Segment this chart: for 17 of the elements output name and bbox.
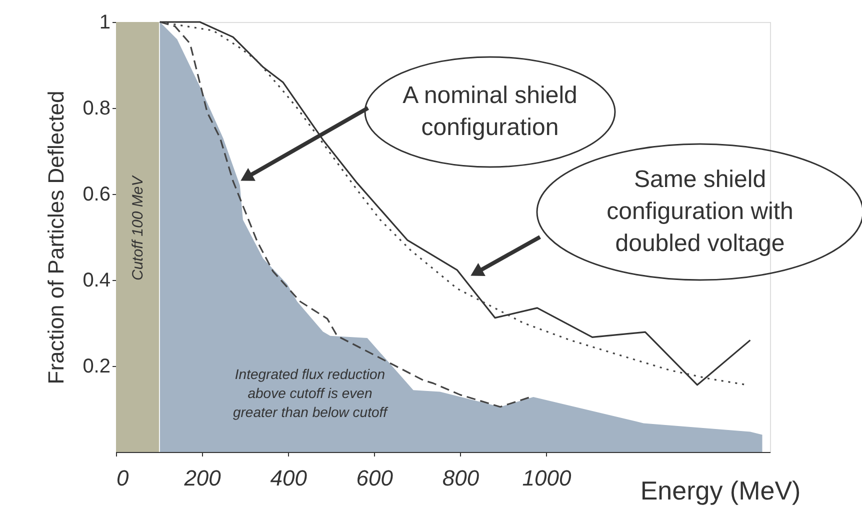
x-tick-label: 200 bbox=[183, 466, 222, 490]
x-tick-label: 400 bbox=[270, 466, 308, 490]
y-tick-label: 0.8 bbox=[82, 98, 110, 120]
y-axis-title: Fraction of Particles Deflected bbox=[44, 90, 69, 384]
y-tick-label: 0.4 bbox=[82, 270, 110, 292]
annotation: Integrated flux reduction above cutoff is even greater than below cutoff bbox=[232, 366, 390, 420]
y-tick-label: 0.6 bbox=[82, 184, 110, 206]
annotation: A nominal shield configuration bbox=[402, 82, 578, 141]
band-label: Cutoff 100 MeV bbox=[130, 174, 147, 281]
y-tick-label: 0.2 bbox=[82, 356, 110, 378]
annotation: Same shield configuration with doubled voltage bbox=[606, 166, 794, 257]
x-tick-label: 0 bbox=[116, 466, 130, 490]
x-tick-label: 1000 bbox=[522, 466, 572, 490]
x-tick-label: 600 bbox=[356, 466, 394, 490]
y-tick-label: 1 bbox=[99, 12, 110, 34]
x-tick-label: 800 bbox=[442, 466, 480, 490]
x-axis-title: Energy (MeV) bbox=[640, 476, 801, 506]
